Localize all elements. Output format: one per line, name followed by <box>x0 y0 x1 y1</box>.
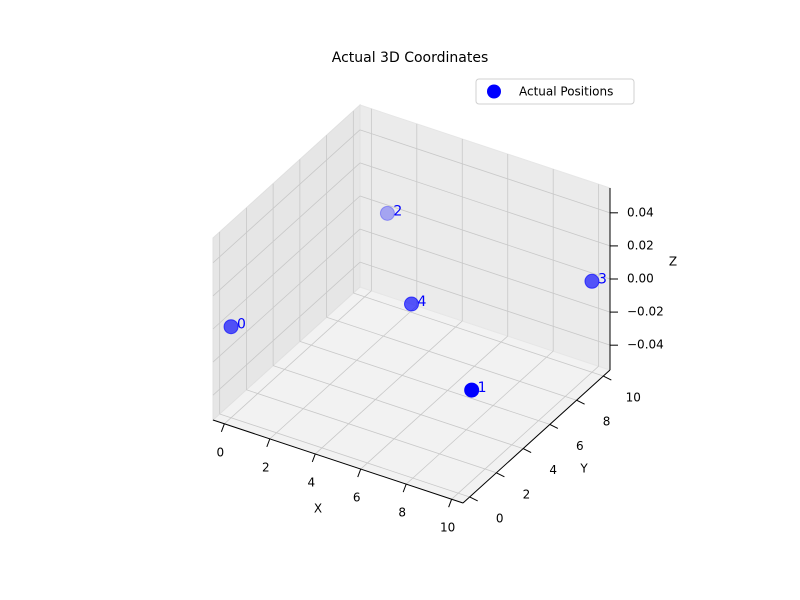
data-point <box>404 296 419 312</box>
grid-line <box>212 261 361 396</box>
z-tick-label: 0.00 <box>627 272 654 286</box>
x-tick-label: 0 <box>217 445 225 459</box>
grid-line <box>326 316 577 401</box>
y-tick <box>496 472 505 478</box>
x-tick <box>311 453 316 463</box>
x-tick-label: 4 <box>307 475 315 489</box>
grid-line <box>359 261 611 346</box>
grid-line <box>212 129 361 264</box>
y-tick-label: 0 <box>496 511 504 525</box>
grid-line <box>359 162 611 247</box>
grid-line <box>315 320 463 455</box>
z-tick-label: −0.02 <box>627 305 664 319</box>
grid-line <box>269 305 418 440</box>
y-tick-label: 10 <box>626 391 641 405</box>
y-tick <box>522 448 532 454</box>
x-tick-label: 2 <box>262 460 270 474</box>
y-tick <box>469 496 478 502</box>
grid-line <box>224 290 372 425</box>
y-tick <box>576 399 585 405</box>
grid-line <box>273 365 524 449</box>
grid-line <box>359 195 611 280</box>
y-tick-label: 4 <box>549 463 557 477</box>
grid-line <box>246 389 497 474</box>
z-tick-label: −0.04 <box>627 338 664 352</box>
x-tick <box>220 423 225 432</box>
grid-line <box>212 195 361 330</box>
x-tick-label: 10 <box>440 521 455 535</box>
x-axis-line <box>212 419 464 504</box>
legend-box <box>475 78 635 105</box>
x-tick <box>266 438 271 448</box>
point-label: 0 <box>237 317 246 333</box>
x-tick-label: 8 <box>398 506 406 520</box>
y-tick-label: 6 <box>576 439 584 453</box>
y-axis-title: Y <box>579 462 588 476</box>
point-label: 1 <box>478 380 487 396</box>
point-label: 2 <box>393 203 402 219</box>
legend-label: Actual Positions <box>519 85 613 99</box>
y-tick-label: 8 <box>603 415 611 429</box>
y-tick <box>549 423 559 429</box>
grid-line <box>353 292 604 377</box>
point-label: 3 <box>598 271 607 287</box>
point-label: 4 <box>418 294 427 310</box>
y-tick <box>603 375 612 381</box>
grid-line <box>212 162 361 297</box>
y-axis-line <box>462 369 611 504</box>
grid-line <box>360 335 508 470</box>
grid-line <box>299 341 550 425</box>
x-tick <box>448 499 453 508</box>
legend-marker <box>487 84 501 99</box>
data-point <box>584 273 600 289</box>
z-tick-label: 0.02 <box>627 238 654 252</box>
legend: Actual Positions <box>475 78 635 105</box>
y-tick-label: 2 <box>523 487 531 501</box>
x-axis-title: X <box>314 502 322 516</box>
grid-line <box>451 365 599 500</box>
x-tick <box>357 468 362 478</box>
data-point <box>464 382 480 398</box>
data-point <box>379 205 395 221</box>
grid-line <box>405 350 554 485</box>
x-tick <box>402 483 407 493</box>
chart-title: Actual 3D Coordinates <box>332 50 489 66</box>
x-tick-label: 6 <box>353 491 361 505</box>
grid-line <box>219 413 470 498</box>
z-tick-label: 0.04 <box>627 205 654 219</box>
z-axis-title: Z <box>669 255 677 269</box>
grid-line <box>359 129 611 214</box>
grid-line <box>212 228 361 363</box>
data-point <box>223 319 239 335</box>
grid-line <box>359 228 611 313</box>
